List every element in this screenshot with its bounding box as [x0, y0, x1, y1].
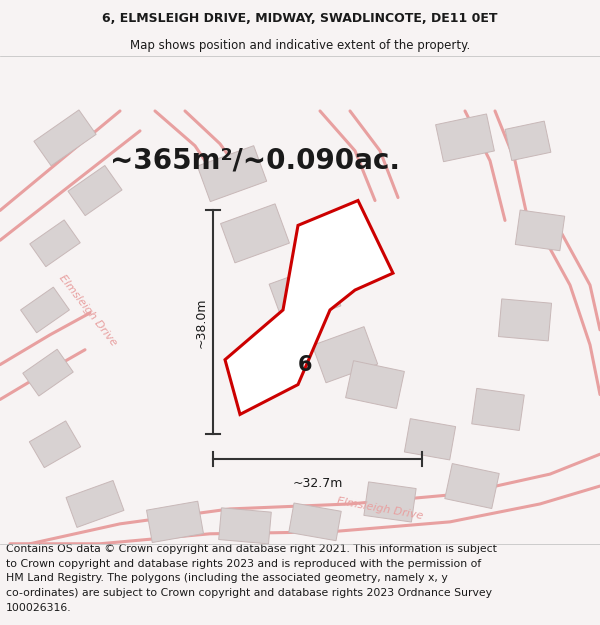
- Polygon shape: [66, 481, 124, 528]
- Text: HM Land Registry. The polygons (including the associated geometry, namely x, y: HM Land Registry. The polygons (includin…: [6, 573, 448, 583]
- Polygon shape: [197, 146, 266, 202]
- Text: ~38.0m: ~38.0m: [195, 297, 208, 348]
- Text: ~365m²/~0.090ac.: ~365m²/~0.090ac.: [110, 147, 400, 175]
- Polygon shape: [445, 464, 499, 509]
- Text: Elmsleigh Drive: Elmsleigh Drive: [57, 272, 119, 348]
- Polygon shape: [23, 349, 73, 396]
- Polygon shape: [505, 121, 551, 161]
- Polygon shape: [269, 264, 341, 326]
- Polygon shape: [289, 503, 341, 541]
- Text: Contains OS data © Crown copyright and database right 2021. This information is : Contains OS data © Crown copyright and d…: [6, 544, 497, 554]
- Polygon shape: [364, 482, 416, 522]
- Text: to Crown copyright and database rights 2023 and is reproduced with the permissio: to Crown copyright and database rights 2…: [6, 559, 481, 569]
- Text: co-ordinates) are subject to Crown copyright and database rights 2023 Ordnance S: co-ordinates) are subject to Crown copyr…: [6, 588, 492, 598]
- Polygon shape: [20, 287, 70, 332]
- Polygon shape: [34, 110, 96, 166]
- Polygon shape: [499, 299, 551, 341]
- Polygon shape: [29, 421, 80, 468]
- Text: Elmsleigh Drive: Elmsleigh Drive: [336, 496, 424, 521]
- Text: 6, ELMSLEIGH DRIVE, MIDWAY, SWADLINCOTE, DE11 0ET: 6, ELMSLEIGH DRIVE, MIDWAY, SWADLINCOTE,…: [102, 12, 498, 26]
- Polygon shape: [30, 220, 80, 267]
- Polygon shape: [346, 361, 404, 408]
- Text: Map shows position and indicative extent of the property.: Map shows position and indicative extent…: [130, 39, 470, 52]
- Text: ~32.7m: ~32.7m: [292, 477, 343, 490]
- Polygon shape: [68, 166, 122, 216]
- Polygon shape: [221, 204, 289, 263]
- Polygon shape: [146, 501, 203, 542]
- Polygon shape: [313, 327, 377, 382]
- Polygon shape: [472, 388, 524, 431]
- Text: 6: 6: [298, 354, 312, 374]
- Text: 100026316.: 100026316.: [6, 603, 71, 613]
- Polygon shape: [515, 210, 565, 251]
- Polygon shape: [404, 419, 455, 460]
- Polygon shape: [436, 114, 494, 162]
- Polygon shape: [225, 201, 393, 414]
- Polygon shape: [219, 508, 271, 544]
